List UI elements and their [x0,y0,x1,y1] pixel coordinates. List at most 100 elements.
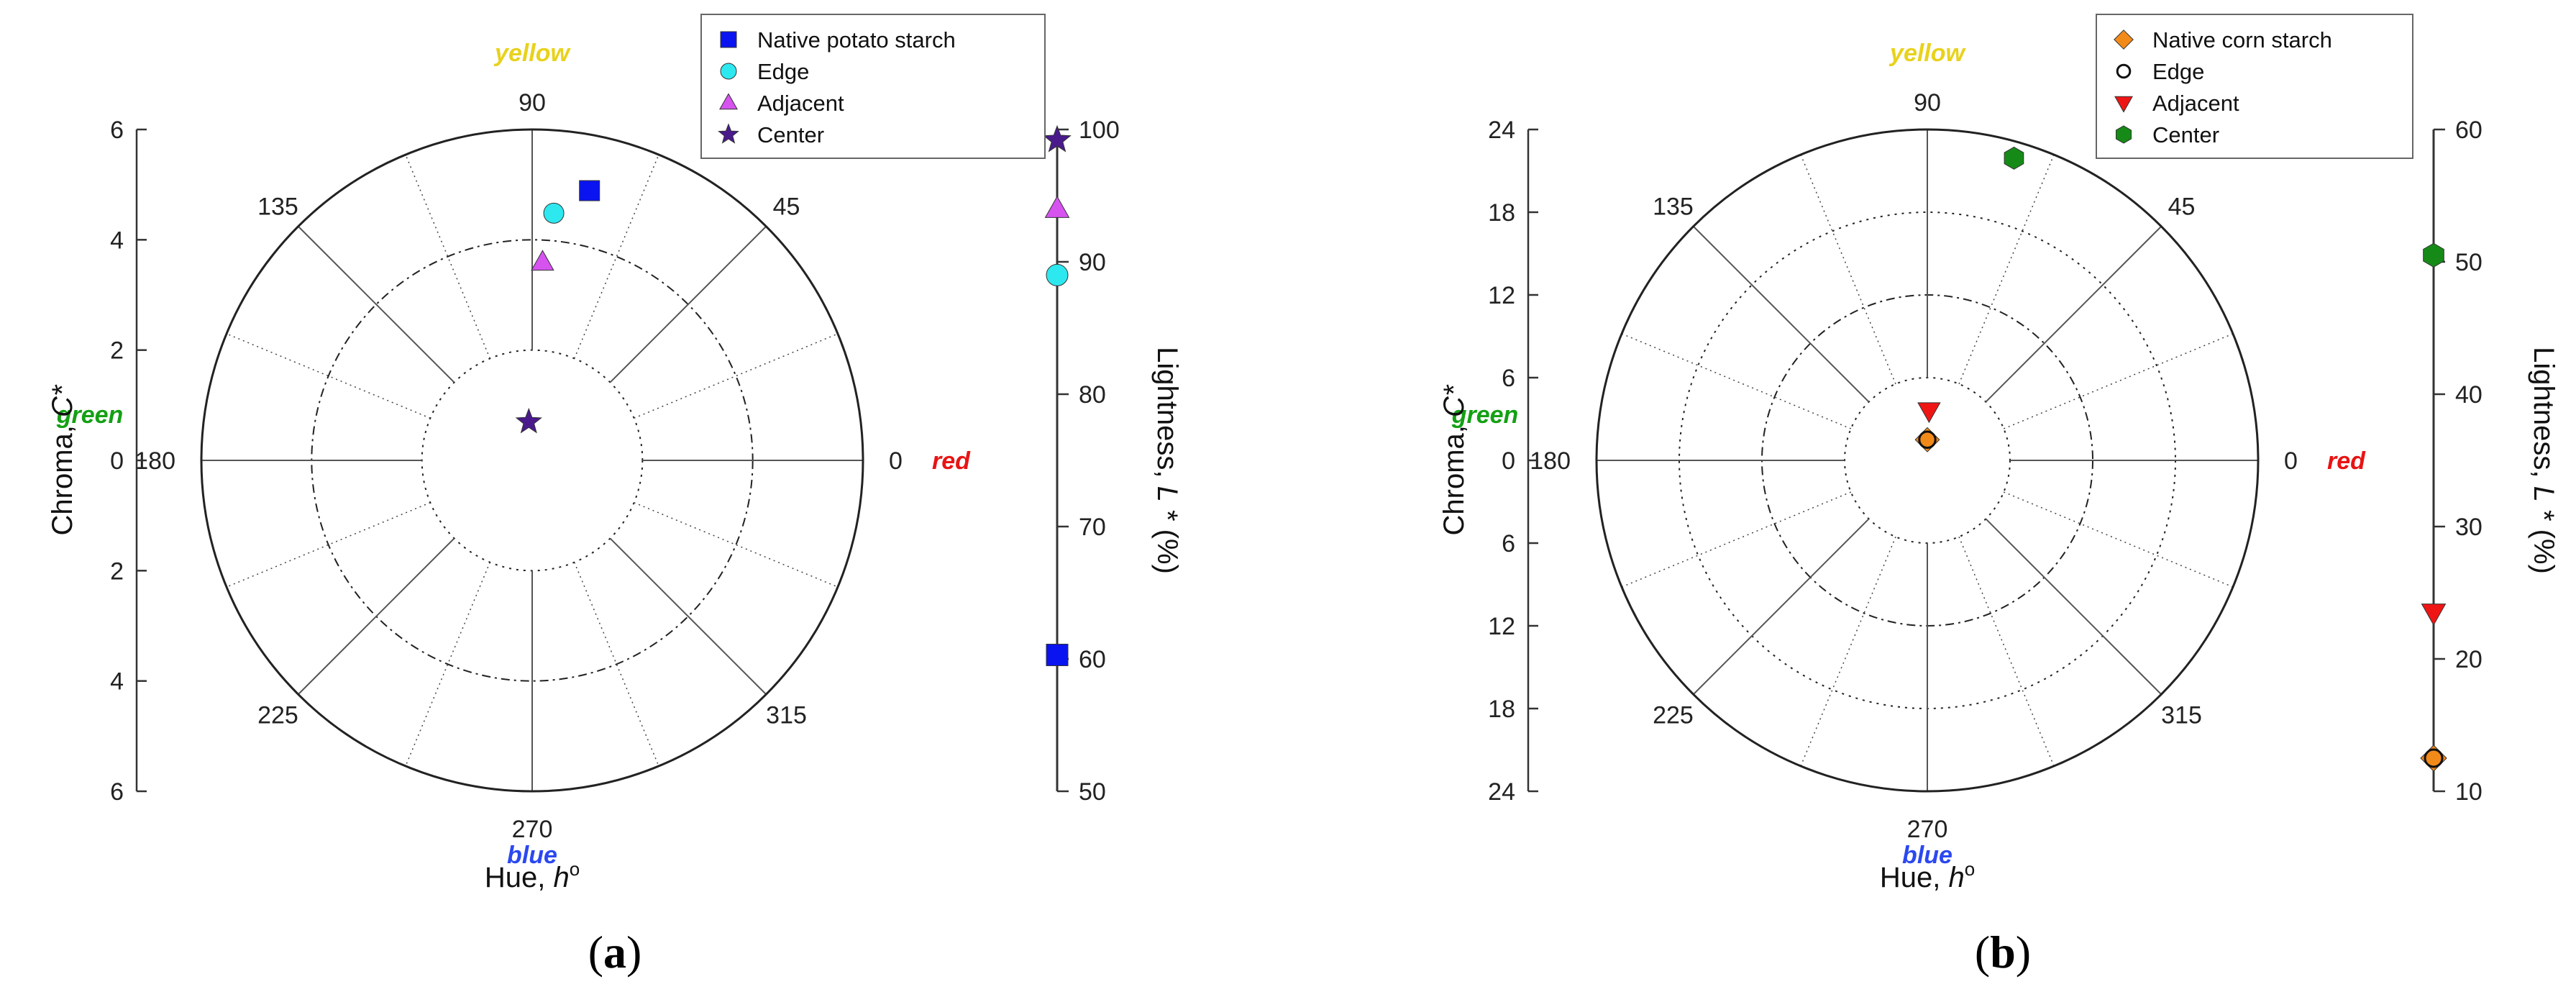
chroma-tick-label: 6 [110,117,124,144]
polar-outer-circle [1595,128,2260,793]
grid-ray-minor [2003,333,2234,429]
chroma-tick-label: 24 [1488,117,1515,144]
panel-label: (a) [588,927,642,978]
hue-word-green: green [56,401,124,429]
lightness-tick-label: 20 [2455,646,2483,673]
grid-ray-minor [634,501,839,588]
lightness-tick-label: 70 [1079,514,1106,541]
angle-tick-label: 225 [257,702,298,729]
chroma-tick-label: 2 [110,337,124,365]
hue-word-red: red [932,447,971,475]
grid-ring [421,349,644,572]
legend-marker [2116,125,2132,144]
lightness-tick-label: 100 [1079,117,1120,144]
lightness-point-native-potato-starch [1046,643,1069,666]
polar-outer-circle [200,128,864,793]
chroma-tick-label: 12 [1488,613,1515,640]
grid-ray-major [609,226,767,383]
grid-ray-minor [1621,491,1852,588]
chroma-tick-label: 4 [110,227,124,254]
legend-marker [2116,63,2132,79]
angle-tick-label: 270 [512,816,553,843]
lightness-point-center [2423,242,2444,268]
angle-tick-label: 315 [2161,702,2202,729]
grid-ray-minor [1800,536,1896,767]
lightness-tick-label: 60 [1079,646,1106,673]
panel-a: 04590135180225270315yellowredgreenblueHu… [47,14,1183,978]
polar-point-edge [1918,430,1937,449]
legend-label: Native corn starch [2152,27,2332,53]
grid-ray-minor [1958,536,2055,767]
chroma-tick-label: 4 [110,668,124,696]
grid-ray-minor [634,333,839,419]
hue-word-blue: blue [1902,842,1952,869]
lightness-tick-label: 50 [1079,778,1106,806]
hue-word-yellow: yellow [493,40,571,67]
polar-point-edge [543,202,565,224]
legend-box [2096,14,2413,159]
chroma-tick-label: 12 [1488,282,1515,309]
panel-label: (b) [1975,927,2031,978]
grid-ray-minor [1958,154,2055,385]
legend-label: Edge [757,59,809,84]
angle-tick-label: 90 [519,89,546,117]
polar-point-adjacent [531,250,554,271]
legend: Native corn starch Edge Adjacent Center [2096,14,2413,159]
grid-ray-major [1693,226,1870,403]
angle-tick-label: 0 [889,447,903,475]
chroma-tick-label: 6 [1502,530,1515,557]
legend-marker [720,31,737,48]
hue-axis-title: Hue, ho [1880,858,1975,893]
chroma-axis-title: Chroma, C* [1438,384,1470,535]
legend-label: Edge [2152,59,2204,84]
angle-tick-label: 0 [2284,447,2298,475]
chroma-tick-label: 2 [110,557,124,585]
grid-ray-minor [2003,491,2234,588]
lightness-tick-label: 50 [2455,249,2483,276]
lightness-tick-label: 30 [2455,514,2483,541]
angle-tick-label: 270 [1907,816,1948,843]
legend-label: Adjacent [2152,91,2239,116]
lightness-tick-label: 90 [1079,249,1106,276]
grid-ray-major [1985,226,2162,403]
legend-marker [720,63,737,80]
angle-tick-label: 45 [2168,193,2196,220]
hue-word-red: red [2327,447,2366,475]
lightness-tick-label: 40 [2455,381,2483,409]
angle-tick-label: 225 [1653,702,1694,729]
legend-marker [2114,96,2133,113]
polar-point-center [515,407,542,434]
legend: Native potato starch Edge Adjacent Center [700,14,1046,159]
hue-word-blue: blue [507,842,557,869]
chroma-tick-label: 0 [110,447,124,475]
grid-ray-major [1985,518,2162,695]
angle-tick-label: 90 [1914,89,1941,117]
chroma-tick-label: 6 [110,778,124,806]
legend-marker [718,123,739,144]
grid-ray-minor [1800,154,1896,385]
hue-axis-title: Hue, ho [485,858,580,893]
hue-word-yellow: yellow [1888,40,1966,67]
angle-tick-label: 135 [1653,193,1694,220]
angle-tick-label: 45 [773,193,800,220]
lightness-axis-title: Lightness, L * (%) [1151,347,1183,574]
chroma-tick-label: 6 [1502,365,1515,392]
legend-marker [719,93,738,110]
lightness-tick-label: 60 [2455,117,2483,144]
chroma-axis-title: Chroma, C* [47,384,78,535]
lightness-point-adjacent [2421,604,2447,626]
legend-box [700,14,1046,159]
lightness-point-edge [2424,748,2444,768]
lightness-axis-title: Lightness, L * (%) [2528,347,2559,574]
legend-label: Center [2152,122,2219,147]
lightness-point-edge [1046,263,1069,286]
chroma-tick-label: 18 [1488,696,1515,723]
polar-point-native-potato-starch [579,180,600,201]
grid-ray-major [298,226,455,383]
angle-tick-label: 315 [766,702,807,729]
panel-b: 04590135180225270315yellowredgreenblueHu… [1438,14,2559,978]
lightness-tick-label: 80 [1079,381,1106,409]
chroma-tick-label: 24 [1488,778,1515,806]
grid-ray-major [609,537,767,695]
